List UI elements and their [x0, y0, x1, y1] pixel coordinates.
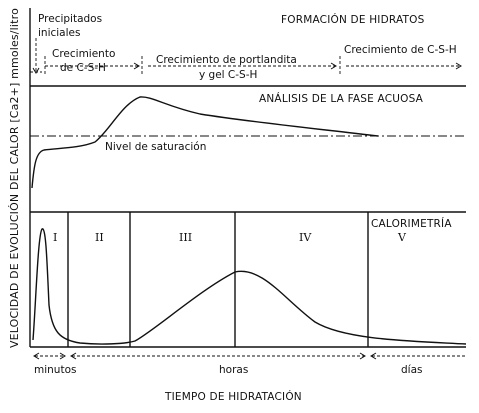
stage-label-2: II [95, 231, 104, 244]
label-precipitados: Precipitados [38, 13, 102, 25]
calcium-concentration-curve [31, 96, 379, 189]
label-crecimiento-csh-1: Crecimiento [52, 48, 115, 60]
label-horas: horas [219, 364, 248, 376]
label-de-csh-1: de C-S-H [60, 62, 106, 74]
label-minutos: minutos [34, 364, 76, 376]
time-arrows [33, 352, 466, 360]
stage-label-1: I [53, 231, 57, 244]
label-calorimetria: CALORIMETRÍA [371, 217, 452, 230]
label-dias: días [401, 364, 423, 376]
label-formacion-hidratos: FORMACIÓN DE HIDRATOS [281, 13, 425, 26]
phase-arrows [30, 38, 462, 74]
label-crecimiento-portlandita: Crecimiento de portlandita [156, 54, 297, 66]
stage-label-4: IV [299, 231, 312, 244]
stage-label-5: V [397, 231, 407, 244]
y-axis-title: VELOCIDAD DE EVOLUCIÓN DEL CALOR [Ca2+] … [8, 8, 21, 348]
heat-evolution-curve [32, 228, 467, 345]
label-crecimiento-csh-2: Crecimiento de C-S-H [344, 44, 457, 56]
label-nivel-saturacion: Nivel de saturación [105, 141, 206, 153]
x-axis-title: TIEMPO DE HIDRATACIÓN [164, 390, 302, 403]
label-gel-csh: y gel C-S-H [199, 69, 257, 81]
label-iniciales: iniciales [38, 27, 80, 39]
stage-label-3: III [179, 231, 192, 244]
label-analisis-fase-acuosa: ANÁLISIS DE LA FASE ACUOSA [259, 92, 424, 105]
